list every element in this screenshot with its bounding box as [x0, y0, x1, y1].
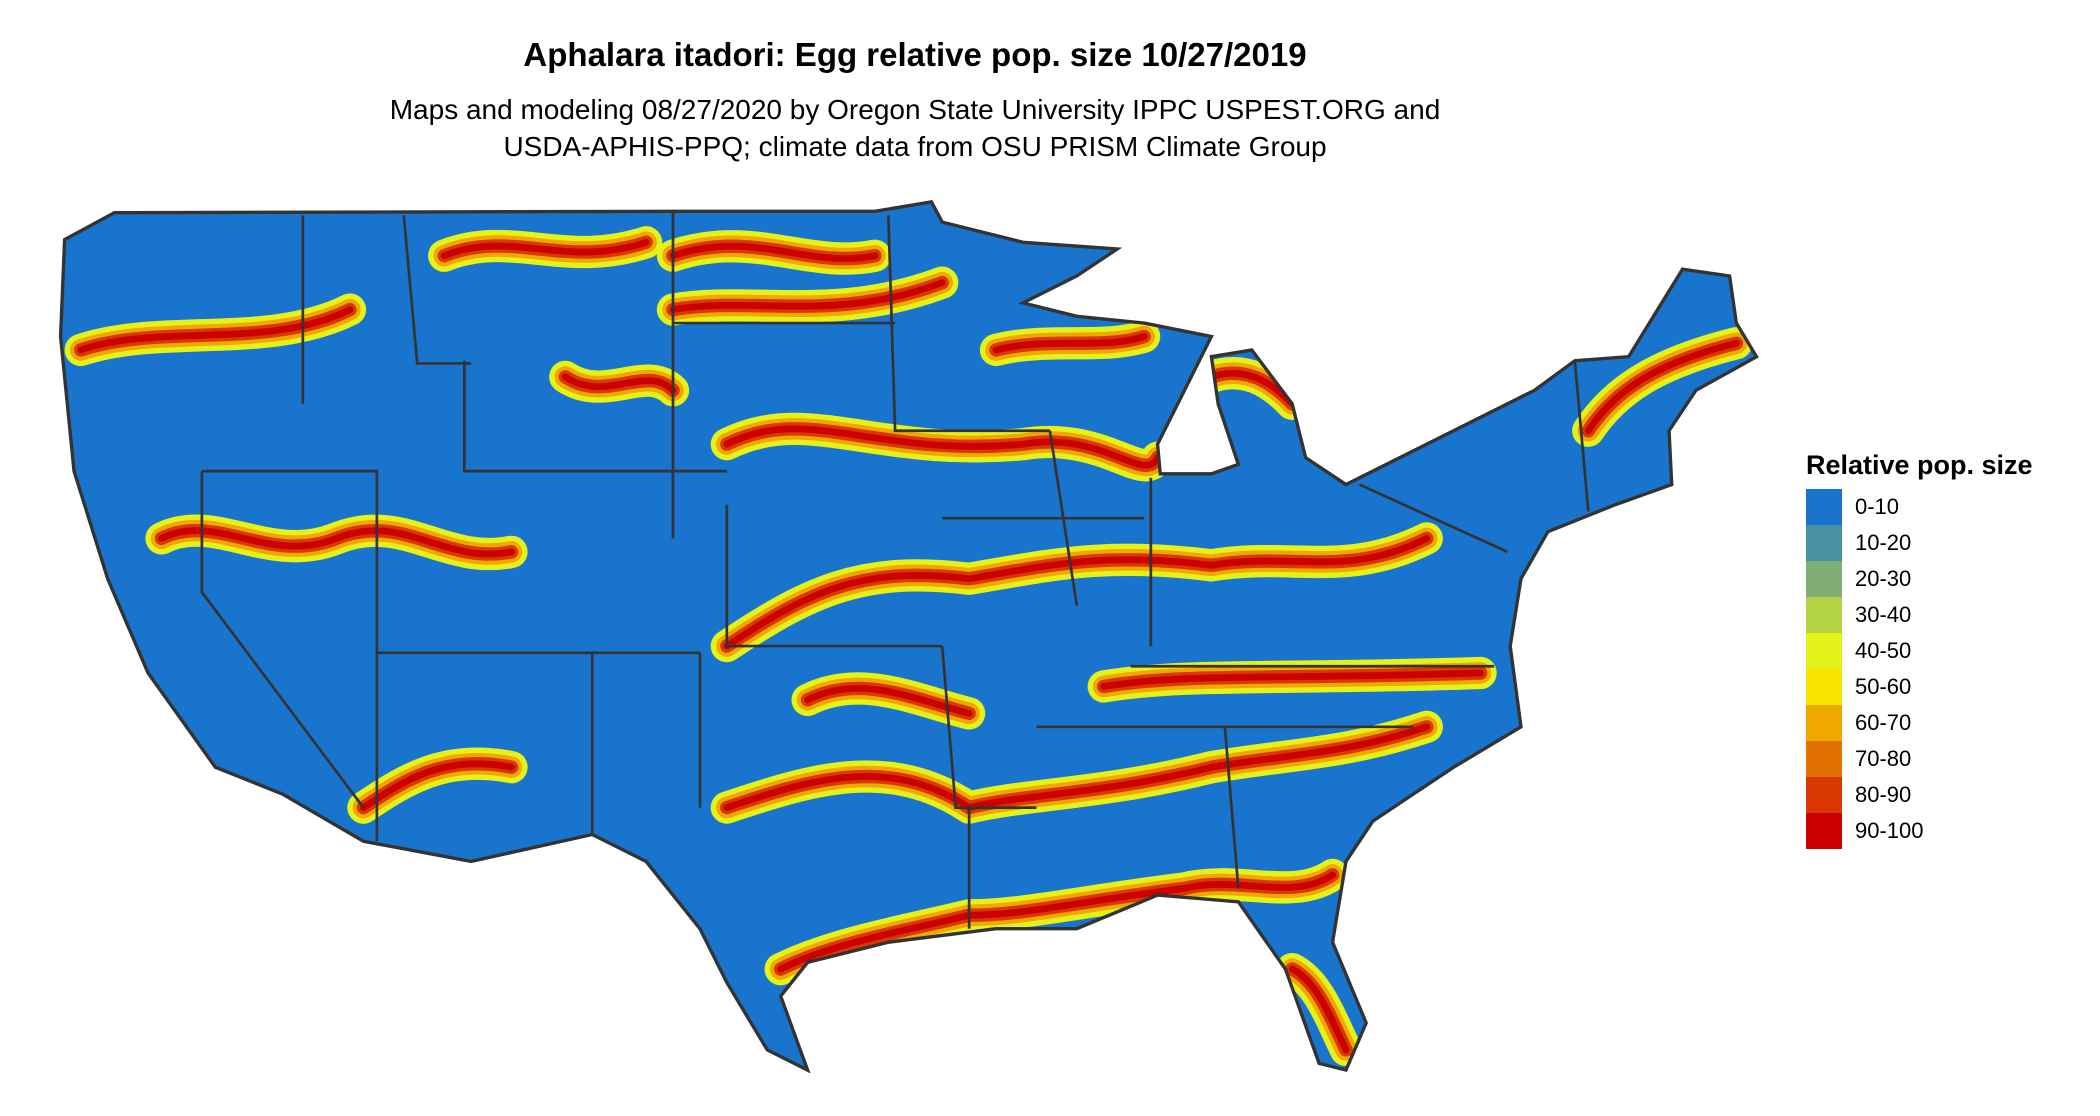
national-border	[58, 200, 1759, 1074]
legend-item: 60-70	[1806, 705, 2033, 741]
legend-item: 40-50	[1806, 633, 2033, 669]
legend-label: 70-80	[1855, 746, 1912, 771]
legend-label: 20-30	[1855, 566, 1912, 591]
legend-swatch	[1806, 777, 1842, 813]
map-title: Aphalara itadori: Egg relative pop. size…	[523, 36, 1307, 73]
population-band	[804, 685, 973, 717]
legend-label: 30-40	[1855, 602, 1912, 627]
population-band	[1288, 965, 1350, 1054]
legend-title: Relative pop. size	[1806, 450, 2033, 480]
state-border	[201, 469, 700, 655]
state-border	[725, 504, 943, 648]
legend-item: 0-10	[1806, 489, 2033, 525]
legend-label: 0-10	[1855, 494, 1900, 519]
legend-item: 70-80	[1806, 741, 2033, 777]
legend-swatch	[1806, 597, 1842, 633]
population-band	[561, 373, 677, 394]
population-band	[669, 242, 879, 262]
legend-item: 30-40	[1806, 597, 2033, 633]
state-border	[402, 215, 472, 365]
population-band	[77, 306, 354, 354]
legend-label: 80-90	[1855, 782, 1912, 807]
state-border	[1573, 360, 1590, 512]
legend-item: 10-20	[1806, 525, 2033, 561]
state-border	[1223, 726, 1240, 889]
state-border	[1048, 430, 1079, 606]
map-subtitle-line-1: Maps and modeling 08/27/2020 by Oregon S…	[389, 94, 1441, 125]
legend-swatch	[1806, 633, 1842, 669]
state-border	[1358, 483, 1509, 554]
state-border	[940, 645, 1037, 809]
legend-item: 50-60	[1806, 669, 2033, 705]
state-border	[463, 360, 727, 473]
legend-swatch	[1806, 561, 1842, 597]
population-band	[723, 535, 1431, 650]
legend-swatch	[1806, 813, 1842, 849]
population-band	[158, 527, 515, 558]
map-subtitle-line-2: USDA-APHIS-PPQ; climate data from OSU PR…	[503, 131, 1327, 162]
legend-swatch	[1806, 525, 1842, 561]
state-border	[200, 471, 365, 809]
legend-label: 40-50	[1855, 638, 1912, 663]
population-band	[440, 238, 650, 260]
state-border	[887, 215, 1050, 433]
legend: Relative pop. size 0-10 10-20 20-30 30-40 40…	[1806, 450, 2033, 849]
legend-swatch	[1806, 489, 1842, 525]
legend-item: 90-100	[1806, 813, 2033, 849]
legend-swatch	[1806, 669, 1842, 705]
population-band	[1100, 669, 1484, 690]
legend-label: 60-70	[1855, 710, 1912, 735]
population-bands	[64, 226, 1753, 1067]
population-band	[1584, 339, 1740, 435]
population-band	[992, 333, 1148, 354]
population-band	[723, 425, 1161, 469]
state-borders	[200, 211, 1590, 929]
population-band	[777, 871, 1336, 973]
legend-label: 90-100	[1855, 818, 1924, 843]
legend-swatch	[1806, 741, 1842, 777]
legend-swatch	[1806, 705, 1842, 741]
legend-label: 10-20	[1855, 530, 1912, 555]
legend-item: 80-90	[1806, 777, 2033, 813]
us-outline	[60, 201, 1757, 1071]
population-band	[723, 723, 1431, 811]
population-band	[669, 279, 946, 313]
legend-item: 20-30	[1806, 561, 2033, 597]
legend-label: 50-60	[1855, 674, 1912, 699]
